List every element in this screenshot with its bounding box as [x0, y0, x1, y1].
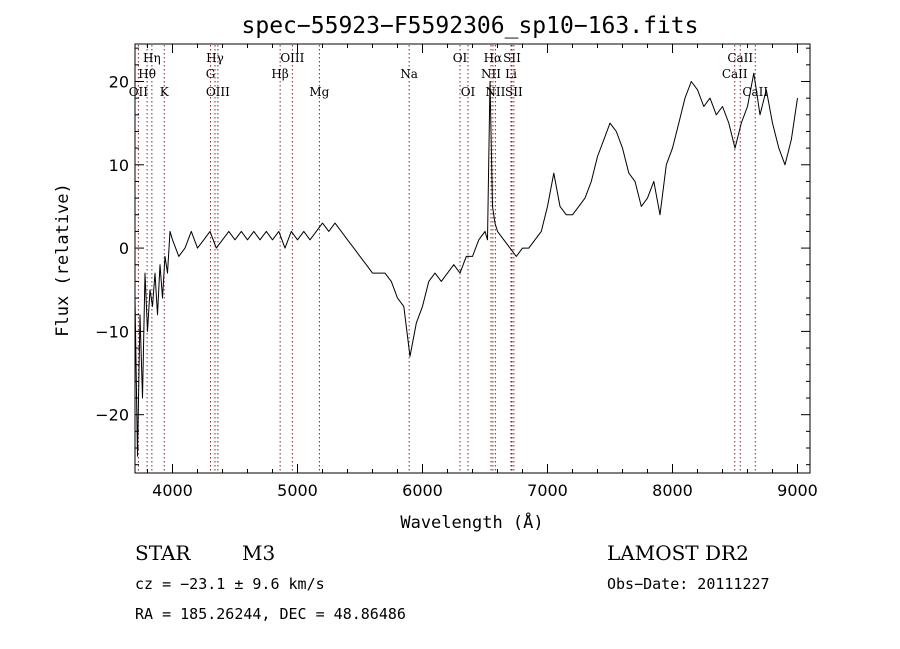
- spectrum-line-0: [134, 72, 798, 457]
- line-label-1: Hθ: [138, 67, 156, 81]
- line-label-0: Hη: [143, 51, 161, 65]
- line-label-5: G: [206, 67, 216, 81]
- observation-date: Obs−Date: 20111227: [607, 575, 770, 593]
- y-tick-label-2: 0: [119, 239, 129, 258]
- line-label-4: Hγ: [206, 51, 224, 65]
- line-label-11: OI: [453, 51, 468, 65]
- line-label-17: NII: [485, 85, 505, 99]
- line-label-6: OIII: [206, 85, 230, 99]
- line-label-18: SII: [505, 85, 523, 99]
- x-axis-label: Wavelength (Å): [400, 511, 543, 533]
- chart-title: spec−55923−F5592306_sp10−163.fits: [242, 13, 699, 39]
- x-tick-label-2: 6000: [402, 481, 443, 500]
- x-tick-label-3: 7000: [527, 481, 568, 500]
- line-label-15: NII: [481, 67, 501, 81]
- line-label-13: Hα: [484, 51, 503, 65]
- x-tick-label-5: 9000: [777, 481, 818, 500]
- line-label-21: CaII: [742, 85, 768, 99]
- y-tick-label-3: 10: [109, 156, 129, 175]
- y-tick-label-1: −10: [95, 322, 129, 341]
- line-label-2: OII: [129, 85, 149, 99]
- line-label-10: Na: [400, 67, 418, 81]
- line-label-3: K: [160, 85, 170, 99]
- y-axis-label: Flux (relative): [53, 183, 73, 337]
- plot-frame: [134, 43, 811, 474]
- line-label-14: SII: [503, 51, 521, 65]
- line-label-16: Li: [505, 67, 517, 81]
- survey-name: LAMOST DR2: [607, 541, 749, 565]
- line-label-12: OI: [461, 85, 476, 99]
- y-axis-ticks: −20 −10 0 10 20: [95, 47, 810, 466]
- sky-coordinates: RA = 185.26244, DEC = 48.86486: [135, 605, 406, 623]
- x-axis-ticks: 4000 5000 6000 7000 8000 9000: [147, 44, 818, 500]
- line-label-19: CaII: [727, 51, 753, 65]
- x-tick-label-4: 8000: [652, 481, 693, 500]
- redshift-velocity: cz = −23.1 ± 9.6 km/s: [135, 575, 325, 593]
- object-type: STAR: [135, 541, 191, 565]
- spectrum-series: [134, 72, 798, 457]
- line-label-7: OIII: [280, 51, 304, 65]
- y-tick-label-0: −20: [95, 406, 129, 425]
- line-label-9: Mg: [309, 85, 329, 99]
- line-label-8: Hβ: [271, 67, 288, 81]
- x-tick-label-1: 5000: [277, 481, 318, 500]
- emission-line-markers: [137, 45, 756, 472]
- x-tick-label-0: 4000: [152, 481, 193, 500]
- spectral-subclass: M3: [242, 541, 275, 565]
- y-tick-label-4: 20: [109, 72, 129, 91]
- line-label-20: CaII: [722, 67, 748, 81]
